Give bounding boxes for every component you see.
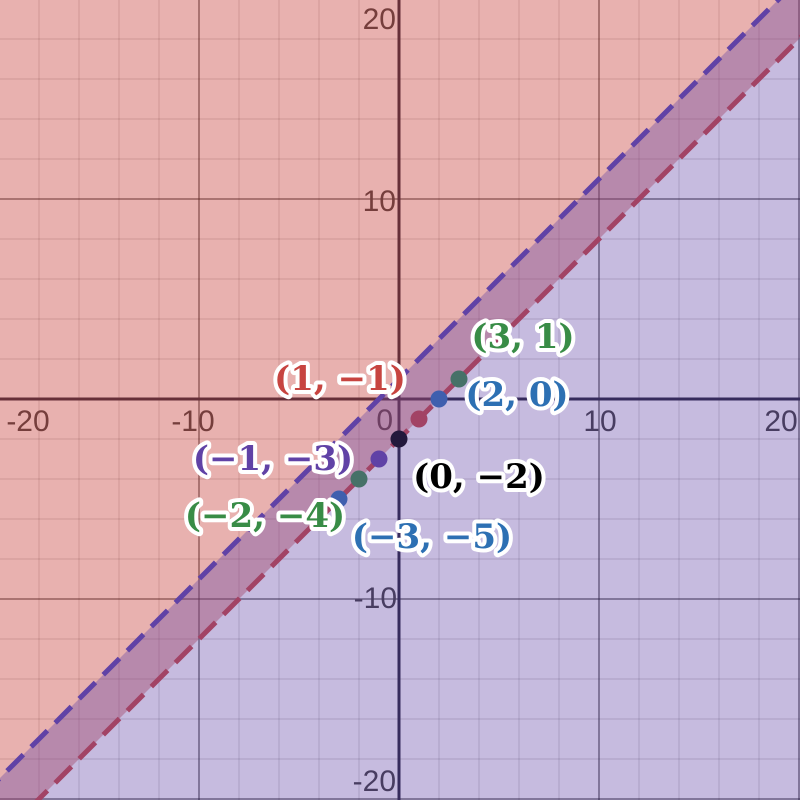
x-axis-tick-label: 10 xyxy=(583,405,616,438)
graph-point[interactable] xyxy=(330,490,348,508)
graph-point[interactable] xyxy=(390,430,408,448)
point-label: (0, −2) xyxy=(413,457,545,497)
x-axis-tick-label: -20 xyxy=(6,405,49,438)
y-axis-tick-label: 20 xyxy=(363,3,396,36)
graph-point[interactable] xyxy=(450,370,468,388)
point-label: (−2, −4) xyxy=(185,496,345,536)
point-label: (−3, −5) xyxy=(352,517,512,557)
graph-point[interactable] xyxy=(350,470,368,488)
y-axis-tick-label: -20 xyxy=(353,765,396,798)
graph-point[interactable] xyxy=(370,450,388,468)
x-axis-tick-label: -10 xyxy=(171,405,214,438)
graph-point[interactable] xyxy=(410,410,428,428)
y-axis-tick-label: -10 xyxy=(354,582,397,615)
y-axis-tick-label: 10 xyxy=(363,185,396,218)
point-label: (−1, −3) xyxy=(193,439,353,479)
graph-point[interactable] xyxy=(430,390,448,408)
origin-tick-label: 0 xyxy=(376,404,393,437)
x-axis-tick-label: 20 xyxy=(764,405,797,438)
point-label: (1, −1) xyxy=(274,359,406,399)
point-label: (2, 0) xyxy=(465,375,568,415)
point-label: (3, 1) xyxy=(471,317,574,357)
